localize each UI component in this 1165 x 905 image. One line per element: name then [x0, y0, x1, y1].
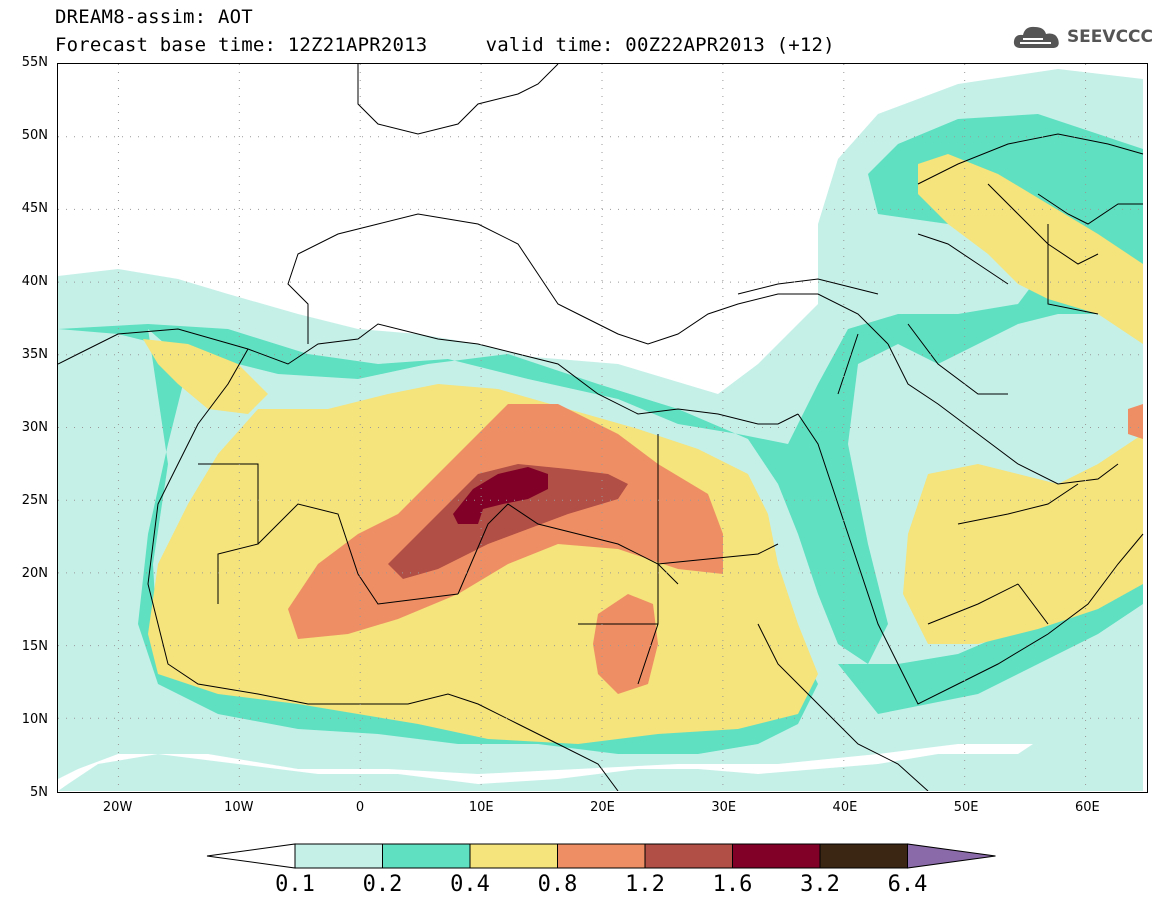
- colorbar-segment: [469, 843, 558, 869]
- colorbar-segment: [557, 843, 646, 869]
- colorbar-segment: [819, 843, 908, 869]
- lat-tick-label: 55N: [21, 55, 48, 70]
- lat-tick-label: 10N: [21, 712, 48, 727]
- colorbar-upper-arrow: [907, 843, 996, 869]
- aot-band-0.2: [58, 114, 1143, 754]
- colorbar-bar: [206, 843, 996, 869]
- colorbar-level-label: 0.8: [537, 872, 578, 897]
- aot-map: [57, 63, 1146, 792]
- cloud-icon: [1013, 26, 1059, 48]
- colorbar-level-label: 0.4: [450, 872, 490, 897]
- lon-tick-label: 20E: [590, 800, 615, 815]
- lon-tick-label: 60E: [1074, 800, 1100, 815]
- lon-tick-label: 20W: [102, 800, 133, 815]
- lat-tick-label: 20N: [21, 566, 48, 581]
- lon-tick-label: 10E: [468, 800, 494, 815]
- colorbar-segment: [732, 843, 821, 869]
- aot-band-0.8: [288, 404, 723, 694]
- lat-tick-label: 50N: [21, 128, 48, 143]
- lat-tick-label: 40N: [21, 274, 48, 289]
- lon-tick-label: 50E: [953, 800, 979, 815]
- colorbar-segment: [644, 843, 733, 869]
- map-frame: [57, 63, 1148, 793]
- coastlines: [57, 63, 1144, 792]
- aot-band-1.2-east: [1128, 404, 1143, 439]
- lat-tick-label: 35N: [21, 347, 48, 362]
- aot-band-0.1: [58, 69, 1143, 791]
- lat-tick-label: 5N: [30, 785, 48, 800]
- lat-tick-label: 25N: [21, 493, 48, 508]
- forecast-time-line: Forecast base time: 12Z21APR2013 valid t…: [55, 34, 835, 56]
- colorbar-level-label: 1.6: [712, 872, 753, 897]
- colorbar-segment: [382, 843, 471, 869]
- aot-band-1.2: [388, 464, 628, 579]
- lon-tick-label: 0: [355, 800, 365, 815]
- colorbar-level-label: 1.2: [625, 872, 665, 897]
- colorbar-level-label: 3.2: [800, 872, 840, 897]
- logo-text: SEEVCCC: [1066, 27, 1153, 47]
- colorbar-level-label: 0.2: [362, 872, 403, 897]
- lon-tick-label: 10W: [224, 800, 254, 815]
- lat-tick-label: 15N: [21, 639, 48, 654]
- map-title: DREAM8-assim: AOT: [55, 6, 253, 28]
- lon-tick-label: 40E: [832, 800, 858, 815]
- colorbar-level-label: 6.4: [887, 872, 928, 897]
- colorbar-lower-arrow: [206, 843, 296, 869]
- aot-shading: [58, 69, 1143, 791]
- lat-tick-label: 45N: [21, 201, 48, 216]
- colorbar-level-label: 0.1: [275, 872, 315, 897]
- seevccc-logo: SEEVCCC: [1011, 22, 1153, 52]
- lat-tick-label: 30N: [21, 420, 48, 435]
- aot-band-1.6: [453, 467, 548, 524]
- graticule: [58, 64, 1146, 791]
- lon-tick-label: 30E: [711, 800, 737, 815]
- colorbar-segment: [294, 843, 383, 869]
